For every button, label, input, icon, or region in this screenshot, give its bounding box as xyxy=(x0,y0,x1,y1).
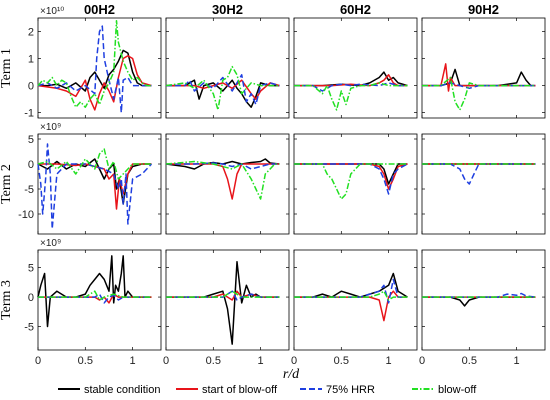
series-line-75-hrr xyxy=(166,290,280,301)
legend-entry: stable condition xyxy=(84,384,160,396)
series-line-blow-off xyxy=(165,160,280,200)
panel-frame-r2-30h2 xyxy=(165,133,290,235)
row-label-term-2: Term 2 xyxy=(0,164,14,204)
y-tick-label: 5 xyxy=(28,263,34,275)
series-line-75-hrr xyxy=(38,293,152,304)
series-line-blow-off xyxy=(37,148,152,180)
x-tick-label: 0 xyxy=(35,355,41,367)
column-title-00h2: 00H2 xyxy=(84,2,115,17)
panel-frame-r3-90h2 xyxy=(421,249,546,351)
column-title-90h2: 90H2 xyxy=(468,2,499,17)
row-label-term-3: Term 3 xyxy=(0,280,14,320)
series-line-blow-off xyxy=(166,290,280,298)
x-tick-label: 1 xyxy=(386,355,392,367)
y-tick-label: -10 xyxy=(18,209,34,221)
legend-entry: blow-off xyxy=(438,384,477,396)
y-tick-label: 0 xyxy=(28,159,34,171)
y-tick-label: 5 xyxy=(28,134,34,146)
series-line-75-hrr xyxy=(422,292,536,298)
series-line-stable-condition xyxy=(38,49,152,92)
x-tick-label: 0.5 xyxy=(462,355,477,367)
series-line-blow-off xyxy=(294,82,408,111)
series-line-stable-condition xyxy=(165,158,280,170)
legend-entry: 75% HRR xyxy=(326,384,375,396)
y-tick-label: 0 xyxy=(28,292,34,304)
legend-entry: start of blow-off xyxy=(202,384,278,396)
column-title-30h2: 30H2 xyxy=(212,2,243,17)
y-tick-label: 2 xyxy=(28,27,34,39)
x-tick-label: 0.5 xyxy=(206,355,221,367)
series-line-75-hrr xyxy=(166,74,280,106)
x-tick-label: 0 xyxy=(419,355,425,367)
panel-frame-r2-90h2 xyxy=(421,133,546,235)
panel-frame-r3-30h2 xyxy=(165,249,290,351)
series-line-75-hrr xyxy=(294,278,408,304)
x-tick-label: 0.5 xyxy=(334,355,349,367)
x-tick-label: 1 xyxy=(514,355,520,367)
y-tick-label: 0 xyxy=(28,81,34,93)
panel-frame-r1-30h2 xyxy=(165,17,290,119)
panel-frame-r1-60h2 xyxy=(293,17,418,119)
y-tick-label: -5 xyxy=(24,321,34,333)
y-tick-label: -1 xyxy=(24,108,34,120)
panel-frame-r2-00h2 xyxy=(37,133,162,235)
series-line-blow-off xyxy=(165,65,280,111)
row-label-term-1: Term 1 xyxy=(0,48,14,88)
axis-exponent-row-3: ×10⁹ xyxy=(40,238,61,249)
series-line-blow-off xyxy=(38,290,152,301)
panel-frame-r3-60h2 xyxy=(293,249,418,351)
series-line-start-of-blow-off xyxy=(38,163,152,210)
x-tick-label: 1 xyxy=(130,355,136,367)
series-line-blow-off xyxy=(294,290,408,301)
x-tick-label: 0 xyxy=(291,355,297,367)
x-tick-label: 0 xyxy=(163,355,169,367)
x-tick-label: 0.5 xyxy=(78,355,93,367)
y-tick-label: 1 xyxy=(28,54,34,66)
panel-frame-r1-90h2 xyxy=(421,17,546,119)
series-line-blow-off xyxy=(294,163,408,200)
series-line-75-hrr xyxy=(422,163,536,185)
y-tick-label: -5 xyxy=(24,184,34,196)
column-title-60h2: 60H2 xyxy=(340,2,371,17)
series-line-75-hrr xyxy=(294,163,408,195)
axis-exponent-row-1: ×10¹⁰ xyxy=(40,6,64,17)
series-line-75-hrr xyxy=(294,82,408,92)
x-axis-label: r/d xyxy=(283,367,300,382)
panel-frame-r2-60h2 xyxy=(293,133,418,235)
series-line-blow-off xyxy=(37,19,152,108)
series-line-blow-off xyxy=(422,76,536,111)
x-tick-label: 1 xyxy=(258,355,264,367)
axis-exponent-row-2: ×10⁹ xyxy=(40,122,61,133)
